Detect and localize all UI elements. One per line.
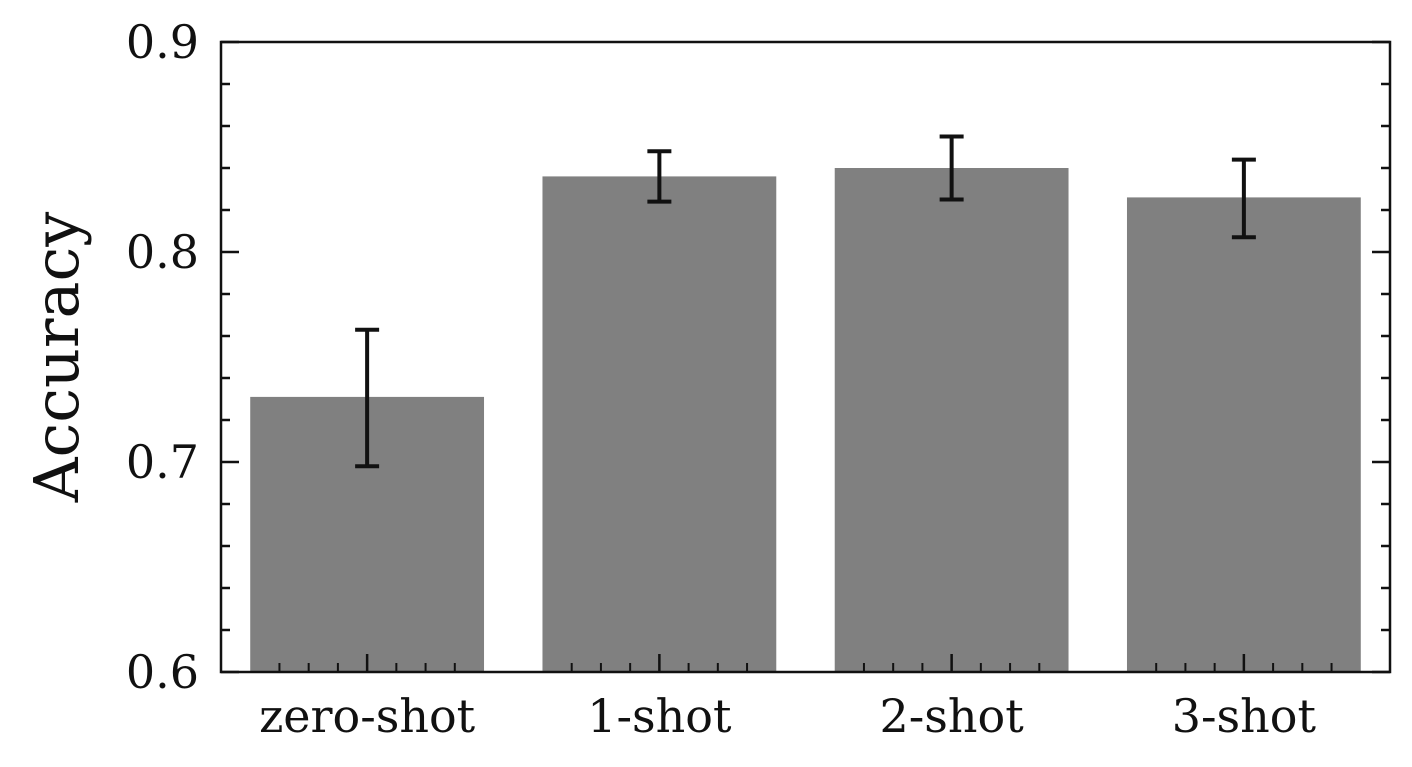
y-tick-label: 0.8 (126, 225, 199, 279)
y-axis-label: Accuracy (20, 212, 93, 504)
x-tick-label-zero-shot: zero-shot (259, 689, 476, 743)
y-tick-label: 0.6 (126, 645, 199, 699)
error-bars-layer (355, 134, 1256, 469)
labels-layer: zero-shot 1-shot 2-shot 3-shot 0.6 0.7 0.8 0.9 (126, 15, 1317, 743)
x-tick-label-1-shot: 1-shot (587, 689, 732, 743)
plot-frame (219, 40, 1392, 674)
x-tick-label-2-shot: 2-shot (880, 689, 1025, 743)
y-tick-label: 0.9 (126, 15, 199, 69)
bar-2-shot (834, 168, 1069, 672)
bar-3-shot (1126, 197, 1361, 672)
error-bar-2-shot (939, 134, 964, 202)
x-tick-label-3-shot: 3-shot (1172, 689, 1317, 743)
error-bar-zero-shot (355, 327, 380, 469)
error-bar-1-shot (647, 149, 672, 204)
bar-1-shot (542, 176, 777, 672)
bars-layer (250, 168, 1361, 672)
error-bar-3-shot (1231, 157, 1256, 240)
y-tick-label: 0.7 (126, 435, 199, 489)
